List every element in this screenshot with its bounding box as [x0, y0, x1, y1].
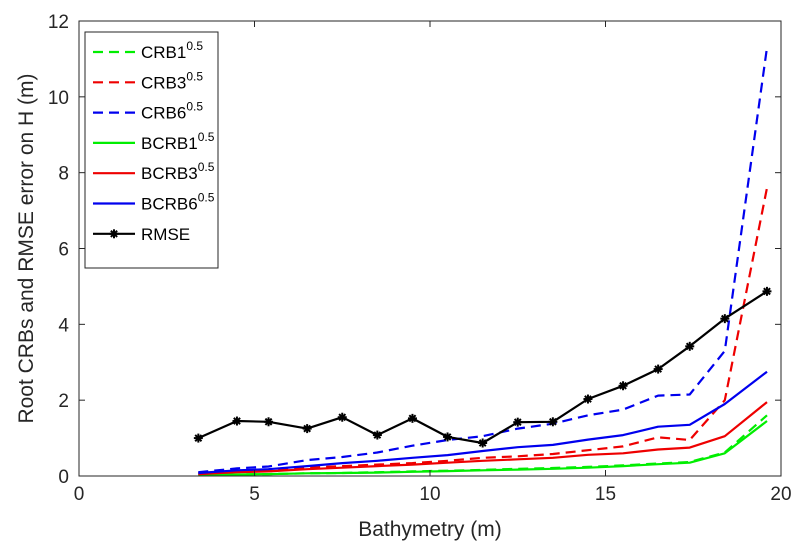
legend-label-exponent: 0.5 — [198, 191, 215, 205]
data-point-rmse — [407, 413, 417, 423]
legend-label-exponent: 0.5 — [186, 39, 203, 53]
legend-label-name: RMSE — [141, 225, 190, 244]
data-point-rmse — [232, 416, 242, 426]
legend-label-exponent: 0.5 — [198, 160, 215, 174]
x-axis-label: Bathymetry (m) — [358, 518, 502, 541]
legend-label-name: BCRB1 — [141, 134, 198, 153]
legend-label: CRB30.5 — [141, 69, 203, 92]
legend-label: BCRB10.5 — [141, 130, 215, 153]
data-point-rmse — [513, 417, 523, 427]
legend-label-name: CRB1 — [141, 43, 186, 62]
x-tick-label: 15 — [595, 484, 616, 505]
marker-stroke — [264, 417, 273, 426]
legend: CRB10.5CRB30.5CRB60.5BCRB10.5BCRB30.5BCR… — [84, 31, 219, 269]
y-tick-label: 8 — [58, 164, 69, 185]
y-tick-label: 0 — [58, 467, 69, 488]
legend-box — [84, 31, 219, 269]
legend-item-bcrb1: BCRB10.5 — [93, 130, 215, 153]
legend-label: RMSE — [141, 225, 190, 244]
data-point-rmse — [337, 412, 347, 422]
marker-stroke — [443, 433, 452, 441]
y-tick-label: 12 — [48, 12, 69, 33]
data-point-rmse — [583, 394, 593, 404]
data-point-rmse — [443, 432, 453, 442]
legend-label-name: CRB6 — [141, 104, 186, 123]
marker-stroke — [654, 365, 663, 373]
legend-label-name: CRB3 — [141, 73, 186, 92]
marker-stroke — [194, 434, 203, 442]
data-point-rmse — [548, 417, 558, 427]
series-line-crb6 — [198, 47, 769, 474]
data-point-rmse — [720, 314, 730, 324]
marker-stroke — [233, 417, 241, 425]
legend-label-exponent: 0.5 — [186, 69, 203, 83]
marker-stroke — [338, 413, 347, 422]
legend-label: CRB10.5 — [141, 39, 203, 62]
data-point-rmse — [653, 364, 663, 374]
data-point-rmse — [264, 417, 274, 427]
legend-label: CRB60.5 — [141, 100, 203, 123]
legend-item-crb1: CRB10.5 — [93, 39, 203, 62]
series-line-rmse — [197, 290, 768, 445]
x-tick-label: 0 — [74, 484, 85, 505]
y-tick-label: 2 — [58, 391, 69, 412]
series-line-crb3 — [198, 187, 769, 475]
marker-stroke — [548, 417, 557, 426]
data-point-rmse — [372, 430, 382, 440]
legend-item-crb6: CRB60.5 — [93, 100, 203, 123]
data-point-rmse — [478, 438, 488, 448]
legend-item-rmse: RMSE — [93, 225, 190, 244]
legend-label: BCRB30.5 — [141, 160, 215, 183]
legend-item-bcrb6: BCRB60.5 — [93, 191, 215, 214]
y-axis: 0 2 4 6 8 10 12 — [48, 12, 781, 488]
x-tick-label: 10 — [419, 484, 440, 505]
legend-label-name: BCRB6 — [141, 195, 198, 214]
marker-stroke — [685, 342, 694, 351]
data-point-rmse — [193, 433, 203, 443]
legend-label-exponent: 0.5 — [186, 100, 203, 114]
series-line-bcrb3 — [198, 401, 768, 476]
plot-series — [193, 47, 772, 476]
legend-label: BCRB60.5 — [141, 191, 215, 214]
legend-marker — [110, 229, 118, 238]
marker-stroke — [763, 287, 771, 296]
data-point-rmse — [302, 424, 312, 434]
data-point-rmse — [762, 286, 772, 296]
marker-stroke — [720, 314, 729, 323]
y-tick-label: 10 — [48, 88, 69, 109]
marker-stroke — [513, 418, 522, 427]
legend-label-name: BCRB3 — [141, 164, 198, 183]
y-tick-label: 4 — [58, 315, 69, 336]
data-point-rmse — [685, 341, 695, 351]
marker-stroke — [303, 424, 312, 433]
marker-stroke — [373, 431, 382, 439]
marker-stroke — [408, 414, 417, 423]
x-tick-label: 20 — [770, 484, 791, 505]
series-line-bcrb6 — [198, 370, 768, 475]
data-point-rmse — [618, 381, 628, 391]
legend-item-bcrb3: BCRB30.5 — [93, 160, 215, 183]
marker-stroke — [478, 439, 487, 447]
legend-label-exponent: 0.5 — [198, 130, 215, 144]
x-tick-label: 5 — [249, 484, 260, 505]
series-line-bcrb1 — [198, 420, 768, 476]
y-tick-label: 6 — [58, 240, 69, 261]
y-axis-label: Root CRBs and RMSE error on H (m) — [15, 73, 38, 423]
x-axis: 0 5 10 15 20 — [74, 21, 792, 505]
legend-item-crb3: CRB30.5 — [93, 69, 203, 92]
marker-stroke — [584, 395, 592, 403]
marker-stroke — [619, 381, 627, 390]
